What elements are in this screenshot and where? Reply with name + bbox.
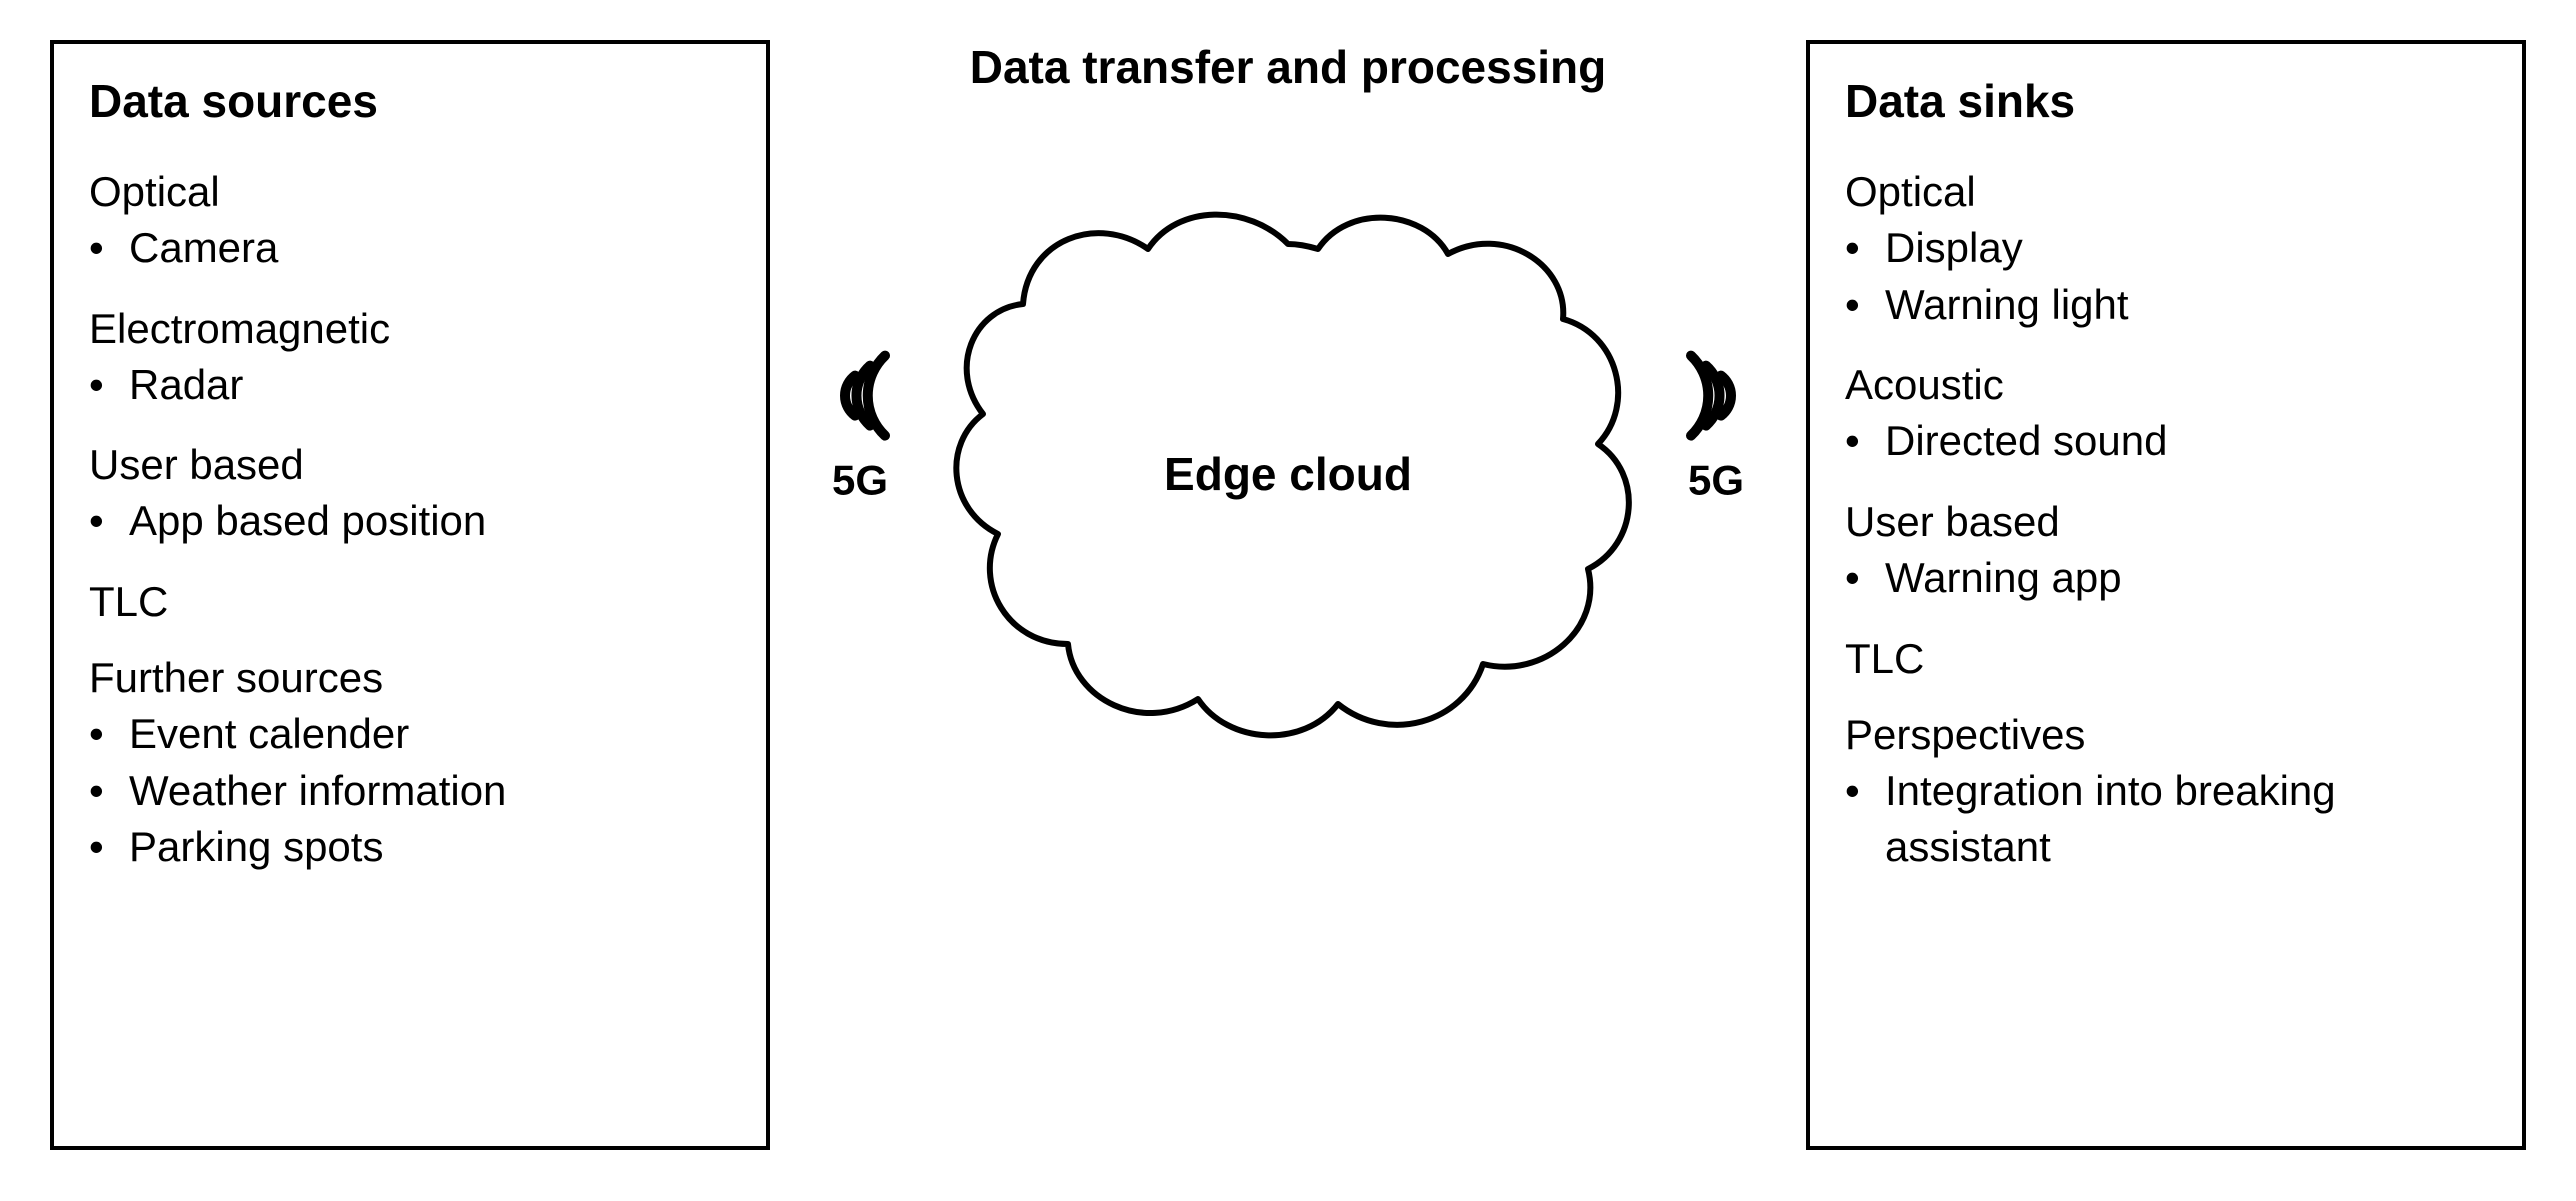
wireless-signal-right-icon <box>1671 341 1761 451</box>
data-sinks-title: Data sinks <box>1845 74 2487 128</box>
list-electromagnetic: Radar <box>89 357 731 414</box>
data-sources-title: Data sources <box>89 74 731 128</box>
category-electromagnetic: Electromagnetic <box>89 305 731 353</box>
list-item: Event calender <box>129 706 731 763</box>
center-title: Data transfer and processing <box>970 40 1607 94</box>
list-further-sources: Event calender Weather information Parki… <box>89 706 731 876</box>
category-tlc-sinks: TLC <box>1845 635 2487 683</box>
list-user-based-sources: App based position <box>89 493 731 550</box>
signal-right: 5G <box>1671 341 1761 505</box>
list-optical-sources: Camera <box>89 220 731 277</box>
list-optical-sinks: Display Warning light <box>1845 220 2487 333</box>
signal-left-label: 5G <box>832 457 888 505</box>
category-user-based-sources: User based <box>89 441 731 489</box>
signal-right-label: 5G <box>1688 457 1744 505</box>
wireless-signal-left-icon <box>815 341 905 451</box>
list-item: Directed sound <box>1885 413 2487 470</box>
list-item: Warning app <box>1885 550 2487 607</box>
list-item: Radar <box>129 357 731 414</box>
signal-left: 5G <box>815 341 905 505</box>
category-optical-sinks: Optical <box>1845 168 2487 216</box>
category-acoustic: Acoustic <box>1845 361 2487 409</box>
category-user-based-sinks: User based <box>1845 498 2487 546</box>
list-item: Display <box>1885 220 2487 277</box>
list-item: App based position <box>129 493 731 550</box>
list-item: Parking spots <box>129 819 731 876</box>
center-column: Data transfer and processing 5G Edge clo… <box>770 40 1806 1150</box>
list-item: Integration into breaking assistant <box>1885 763 2487 876</box>
list-item: Warning light <box>1885 277 2487 334</box>
cloud-wrap: 5G Edge cloud 5G <box>770 184 1806 764</box>
list-item: Weather information <box>129 763 731 820</box>
data-sources-panel: Data sources Optical Camera Electromagne… <box>50 40 770 1150</box>
cloud-label: Edge cloud <box>1164 447 1412 501</box>
list-item: Camera <box>129 220 731 277</box>
list-user-based-sinks: Warning app <box>1845 550 2487 607</box>
category-perspectives: Perspectives <box>1845 711 2487 759</box>
category-optical-sources: Optical <box>89 168 731 216</box>
category-further-sources: Further sources <box>89 654 731 702</box>
category-tlc-sources: TLC <box>89 578 731 626</box>
list-acoustic: Directed sound <box>1845 413 2487 470</box>
list-perspectives: Integration into breaking assistant <box>1845 763 2487 876</box>
data-sinks-panel: Data sinks Optical Display Warning light… <box>1806 40 2526 1150</box>
